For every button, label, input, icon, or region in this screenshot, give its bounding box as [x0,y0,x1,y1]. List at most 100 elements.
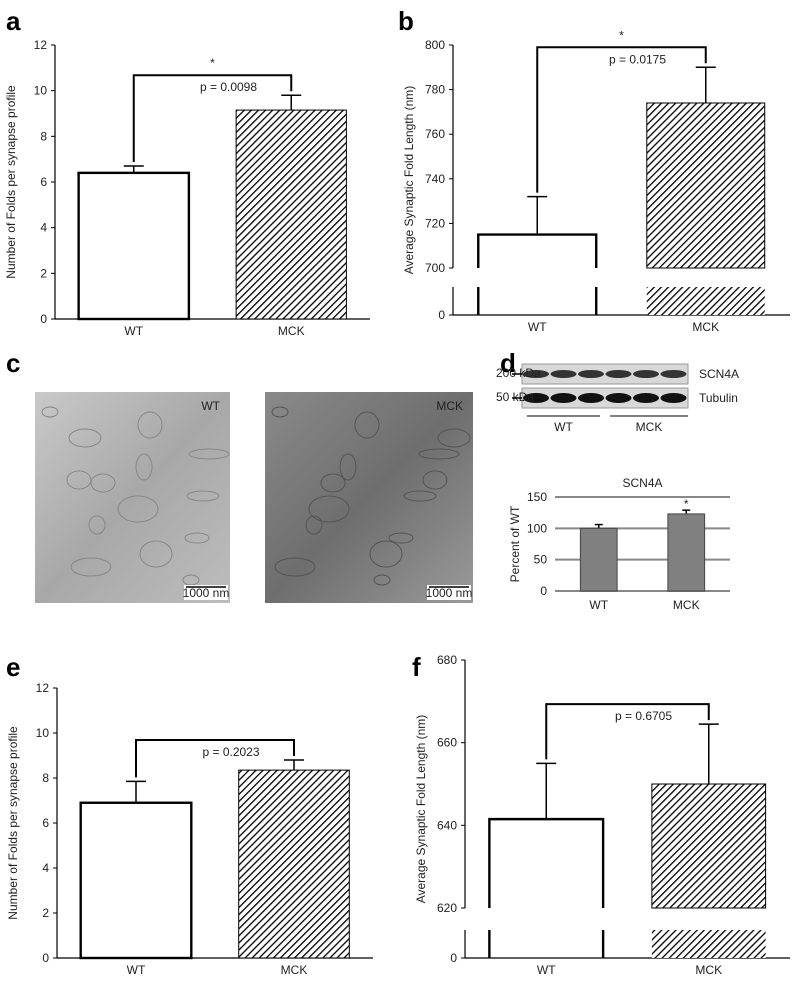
micrograph-texture [66,470,92,490]
y-tick-label: 8 [42,771,49,785]
y-axis-label: Average Synaptic Fold Length (nm) [402,86,416,275]
blot-band [660,393,687,403]
y-axis-label: Average Synaptic Fold Length (nm) [414,715,428,904]
bar [488,817,605,908]
y-tick-label: 0 [42,951,49,965]
bar [79,801,193,960]
y-tick-label: 620 [437,901,457,915]
scale-label: 1000 nm [183,586,230,600]
y-tick-label: 12 [34,38,48,52]
x-tick-label: WT [528,320,547,334]
micrograph-texture [437,428,471,448]
blot-band [578,370,604,378]
bar [646,102,766,269]
micrograph-texture [184,532,210,544]
scale-box [184,585,228,600]
blot-band [660,370,687,378]
chart-title: SCN4A [622,476,662,490]
micrograph-texture [422,470,448,490]
y-tick-label: 800 [425,38,445,52]
micrograph-texture [274,557,316,577]
group-label: MCK [636,420,663,434]
micrograph-texture [369,540,403,568]
image-label: MCK [436,399,463,413]
scale-box [427,585,471,600]
y-tick-label: 6 [40,175,47,189]
y-tick-label: 0 [40,312,47,326]
panel-label: a [6,6,21,36]
y-tick-label: 680 [437,653,457,667]
micrograph-texture [271,406,289,418]
x-tick-label: MCK [281,963,308,977]
micrograph-texture [188,448,230,460]
micrograph-texture [117,495,159,523]
panel-label: e [6,652,20,682]
bar [579,527,618,592]
micrograph-texture [139,540,173,568]
panel-label: f [412,652,421,682]
y-tick-label: 0 [540,584,547,598]
blot-band [523,393,549,403]
y-tick-label: 4 [40,221,47,235]
micrograph [35,392,230,603]
panel-label: c [6,348,20,378]
group-label: WT [554,420,573,434]
y-tick-label: 6 [42,816,49,830]
comparison-bracket [536,46,707,193]
bar-stub [651,930,766,958]
y-tick-label: 740 [425,172,445,186]
bar-stub [646,287,765,315]
micrograph-texture [305,515,323,535]
bar [651,783,767,909]
blot-band [633,370,659,378]
x-tick-label: MCK [278,324,305,338]
x-tick-label: WT [124,324,143,338]
y-tick-label: 2 [42,906,49,920]
x-tick-label: WT [589,598,608,612]
micrograph-texture [320,473,346,493]
band-name: SCN4A [699,367,739,381]
bar [477,233,598,268]
micrograph-texture [41,406,59,418]
bar [238,769,350,959]
y-tick-label: 8 [40,129,47,143]
significance-star: * [619,28,624,42]
blot-band [550,370,577,378]
micrograph-texture [90,473,116,493]
y-tick-label: 780 [425,83,445,97]
y-tick-label: 760 [425,127,445,141]
significance-star: * [210,56,215,70]
panel-label: d [500,348,516,378]
x-tick-label: MCK [673,598,700,612]
bar [667,513,706,592]
micrograph-texture [137,411,163,439]
p-value: p = 0.2023 [202,745,259,759]
blot-band [605,370,632,378]
y-tick-label: 720 [425,216,445,230]
band-marker: 50 kDa [496,390,534,404]
y-tick-label: 2 [40,266,47,280]
bar-stub [477,287,598,315]
y-tick-label: 0 [438,308,445,322]
x-tick-label: MCK [692,320,719,334]
y-tick-label: 0 [450,951,457,965]
micrograph-texture [135,453,153,481]
y-axis-label: Number of Folds per synapse profile [6,726,20,920]
y-tick-label: 150 [527,490,547,504]
y-tick-label: 10 [34,84,48,98]
bar-stub [488,930,605,958]
y-axis-label: Percent of WT [508,505,522,582]
comparison-bracket [132,74,293,163]
p-value: p = 0.0098 [200,80,257,94]
x-tick-label: WT [537,963,556,977]
blot-band [550,393,577,403]
comparison-bracket [545,703,710,760]
x-tick-label: MCK [695,963,722,977]
micrograph-texture [403,490,437,502]
y-tick-label: 100 [527,521,547,535]
micrograph-texture [70,557,112,577]
bar [77,171,191,321]
y-axis-label: Number of Folds per synapse profile [4,85,18,279]
image-label: WT [201,399,220,413]
micrograph-texture [339,453,357,481]
